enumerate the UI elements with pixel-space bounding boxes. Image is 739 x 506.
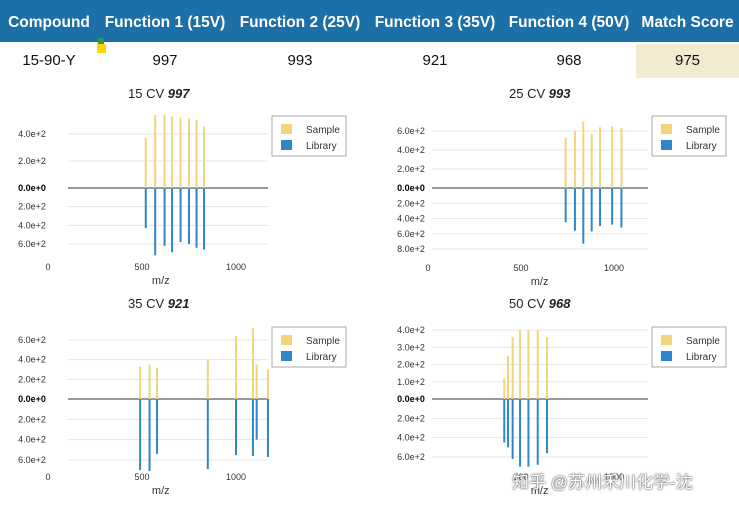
y-tick-label: 0.0e+0 xyxy=(18,183,46,193)
watermark: 知乎 @苏州禾川化学-沈 xyxy=(512,473,693,492)
cell-compound: 15-90-Y xyxy=(22,52,76,69)
header-match-score: Match Score xyxy=(641,14,734,31)
x-tick-label: 1000 xyxy=(604,472,624,482)
y-tick-label: 0.0e+0 xyxy=(397,183,425,193)
x-tick-label: 0 xyxy=(425,263,430,273)
y-tick-label: 8.0e+2 xyxy=(397,244,425,254)
legend-sample-swatch xyxy=(281,124,292,134)
y-tick-label: 2.0e+2 xyxy=(18,202,46,212)
y-tick-label: 4.0e+2 xyxy=(18,435,46,445)
legend-library-swatch xyxy=(281,140,292,150)
y-tick-label: 6.0e+2 xyxy=(397,229,425,239)
chart-title-2: 25 CV 993 xyxy=(509,86,570,101)
y-tick-label: 1.0e+2 xyxy=(397,377,425,387)
y-tick-label: 4.0e+2 xyxy=(397,325,425,335)
x-tick-label: 0 xyxy=(45,472,50,482)
cell-match-score: 975 xyxy=(636,44,739,78)
cell-function-1: 997 xyxy=(152,52,178,69)
table-row: 15-90-Y 997 993 921 968 975 xyxy=(0,44,739,78)
y-tick-label: 2.0e+2 xyxy=(397,360,425,370)
chart-title-4-score: 968 xyxy=(548,296,571,311)
legend-sample-swatch xyxy=(661,335,672,345)
yellow-marker xyxy=(97,44,106,53)
x-axis-label: m/z xyxy=(531,276,549,288)
y-tick-label: 2.0e+2 xyxy=(18,156,46,166)
y-tick-label: 4.0e+2 xyxy=(397,214,425,224)
legend-sample-label: Sample xyxy=(306,336,340,347)
legend-sample-label: Sample xyxy=(686,336,720,347)
legend-sample-label: Sample xyxy=(686,125,720,136)
green-marker xyxy=(98,38,104,48)
legend-sample-swatch xyxy=(281,335,292,345)
y-tick-label: 6.0e+2 xyxy=(18,239,46,249)
chart-title-2-score: 993 xyxy=(548,86,571,101)
cell-function-3: 921 xyxy=(422,52,448,69)
header-compound: Compound xyxy=(8,14,90,31)
y-tick-label: 2.0e+2 xyxy=(397,198,425,208)
x-axis-label: m/z xyxy=(152,485,170,497)
legend-sample-label: Sample xyxy=(306,125,340,136)
chart-title-3-prefix: 35 CV xyxy=(128,296,165,311)
legend-library-label: Library xyxy=(306,352,337,363)
header-function-3: Function 3 (35V) xyxy=(374,14,496,31)
chart-title-1-score: 997 xyxy=(167,86,190,101)
chart-title-2-prefix: 25 CV xyxy=(509,86,546,101)
y-tick-label: 2.0e+2 xyxy=(397,413,425,423)
legend-library-label: Library xyxy=(686,352,717,363)
x-axis-label: m/z xyxy=(152,275,170,287)
legend-box xyxy=(271,326,347,368)
x-tick-label: 500 xyxy=(134,262,149,272)
y-tick-label: 2.0e+2 xyxy=(397,164,425,174)
x-tick-label: 1000 xyxy=(226,262,246,272)
y-tick-label: 6.0e+2 xyxy=(397,452,425,462)
y-tick-label: 6.0e+2 xyxy=(397,126,425,136)
y-tick-label: 4.0e+2 xyxy=(397,433,425,443)
y-tick-label: 6.0e+2 xyxy=(18,335,46,345)
chart-title-3: 35 CV 921 xyxy=(128,296,189,311)
x-tick-label: 500 xyxy=(513,263,528,273)
y-tick-label: 2.0e+2 xyxy=(18,414,46,424)
y-tick-label: 0.0e+0 xyxy=(18,394,46,404)
chart-title-1: 15 CV 997 xyxy=(128,86,189,101)
chart-title-4: 50 CV 968 xyxy=(509,296,570,311)
cell-function-2: 993 xyxy=(287,52,313,69)
legend-library-label: Library xyxy=(306,141,337,152)
x-tick-label: 1000 xyxy=(226,472,246,482)
y-tick-label: 0.0e+0 xyxy=(397,394,425,404)
x-tick-label: 500 xyxy=(513,472,528,482)
y-tick-label: 2.0e+2 xyxy=(18,374,46,384)
y-tick-label: 4.0e+2 xyxy=(18,220,46,230)
y-tick-label: 6.0e+2 xyxy=(18,455,46,465)
legend-library-swatch xyxy=(281,351,292,361)
cell-function-4: 968 xyxy=(556,52,582,69)
legend-library-label: Library xyxy=(686,141,717,152)
legend-sample-swatch xyxy=(661,124,672,134)
header-function-2: Function 2 (25V) xyxy=(239,14,361,31)
header-bar: Compound Function 1 (15V) Function 2 (25… xyxy=(0,0,739,42)
x-tick-label: 0 xyxy=(45,262,50,272)
chart-title-4-prefix: 50 CV xyxy=(509,296,546,311)
chart-title-1-prefix: 15 CV xyxy=(128,86,165,101)
x-tick-label: 500 xyxy=(134,472,149,482)
y-tick-label: 4.0e+2 xyxy=(18,355,46,365)
chart-title-3-score: 921 xyxy=(167,296,190,311)
legend-library-swatch xyxy=(661,140,672,150)
y-tick-label: 3.0e+2 xyxy=(397,342,425,352)
legend-library-swatch xyxy=(661,351,672,361)
header-function-4: Function 4 (50V) xyxy=(508,14,630,31)
y-tick-label: 4.0e+2 xyxy=(397,145,425,155)
y-tick-label: 4.0e+2 xyxy=(18,129,46,139)
x-tick-label: 1000 xyxy=(604,263,624,273)
header-function-1: Function 1 (15V) xyxy=(104,14,226,31)
x-axis-label: m/z xyxy=(531,485,549,497)
